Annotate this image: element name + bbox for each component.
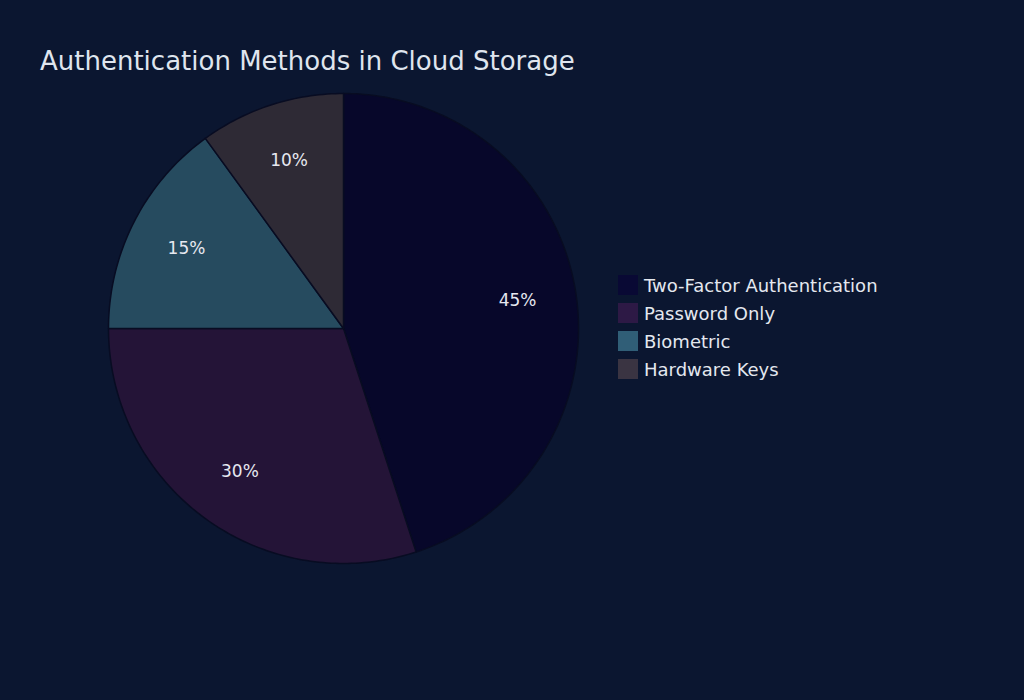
svg-text:45%: 45% bbox=[499, 290, 537, 310]
html-text:Two-Factor Authentication: Two-Factor Authentication bbox=[644, 274, 878, 296]
svg-text:10%: 10% bbox=[270, 150, 308, 170]
html-text:Password Only: Password Only bbox=[644, 302, 775, 324]
svg-text:30%: 30% bbox=[221, 461, 259, 481]
html-text:Hardware Keys: Hardware Keys bbox=[644, 358, 779, 380]
html-text:Authentication Methods in Clou: Authentication Methods in Cloud Storage bbox=[40, 46, 575, 76]
html-text:Biometric: Biometric bbox=[644, 330, 731, 352]
svg-text:15%: 15% bbox=[168, 238, 206, 258]
